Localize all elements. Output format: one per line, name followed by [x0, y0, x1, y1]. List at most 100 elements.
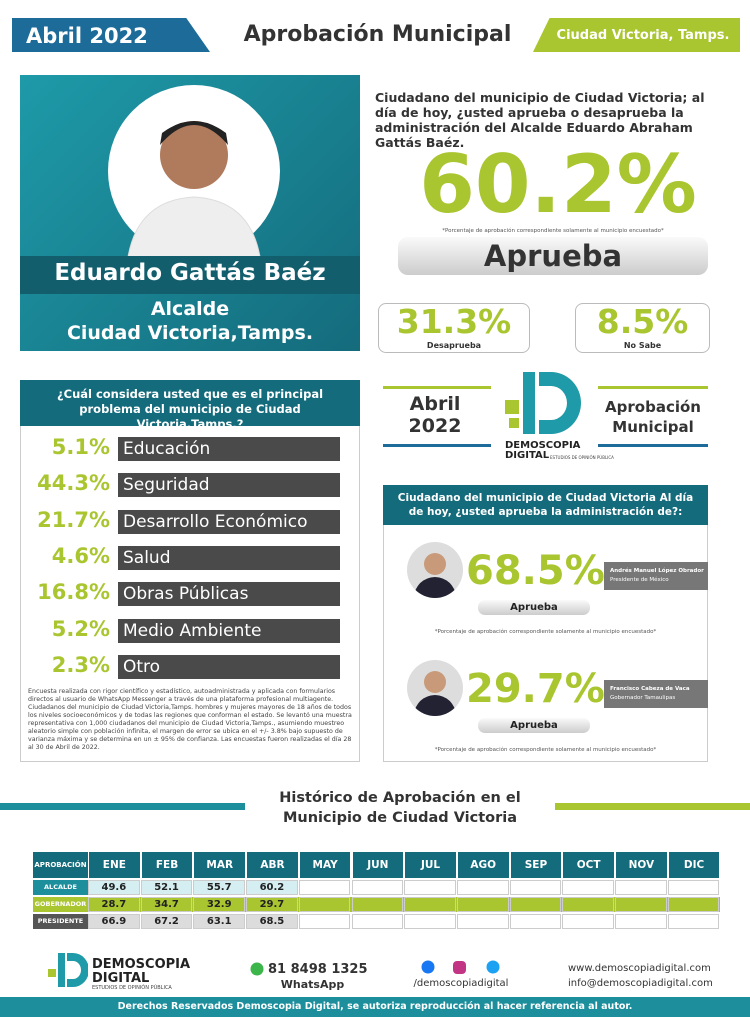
footer-brand: DEMOSCOPIA — [92, 957, 191, 972]
profile-photo — [108, 85, 280, 258]
approve-label: Aprueba — [398, 237, 708, 275]
profile-role: Alcalde — [150, 298, 230, 320]
table-cell — [667, 897, 720, 912]
table-cell: 66.9 — [88, 914, 140, 929]
table-cell — [404, 880, 456, 895]
disapprove-label: Desaprueba — [426, 341, 482, 350]
person-role: Presidente de México — [610, 577, 669, 583]
table-cell — [298, 880, 351, 895]
badge-brand-sub: ESTUDIOS DE OPINIÓN PÚBLICA — [550, 455, 614, 460]
problem-bar: Seguridad — [118, 473, 340, 498]
whatsapp-icon — [250, 962, 264, 976]
badge-line — [598, 444, 708, 447]
person-value: 68.5% — [466, 548, 605, 594]
person-role: Gobernador Tamaulipas — [610, 695, 676, 701]
table-cell — [404, 897, 456, 912]
table-cell: 34.7 — [140, 897, 193, 912]
problem-value: 21.7% — [37, 507, 110, 532]
header-location-band — [533, 18, 740, 52]
badge-date: Abril 2022 — [408, 393, 462, 437]
unknown-label: No Sabe — [623, 341, 662, 350]
problem-bar: Salud — [118, 545, 340, 570]
unknown-box — [575, 303, 710, 353]
profile-name-band — [20, 256, 360, 294]
table-cell — [562, 880, 614, 895]
person-photo — [407, 542, 463, 598]
table-cell — [456, 914, 509, 929]
badge-line — [383, 386, 491, 389]
header-date: Abril 2022 — [26, 24, 148, 48]
table-cell: 28.7 — [88, 897, 140, 912]
table-cell — [351, 897, 404, 912]
table-row-label: ALCALDE — [33, 880, 88, 895]
main-question: Ciudadano del municipio de Ciudad Victor… — [375, 90, 705, 150]
table-cell — [667, 880, 720, 895]
approve-value: 60.2% — [419, 138, 697, 231]
table-month: SEP 2022 — [509, 852, 562, 897]
badge-line — [383, 444, 491, 447]
table-month: ENE 2022 — [88, 852, 140, 897]
table-cell — [509, 880, 562, 895]
table-cell — [562, 914, 614, 929]
person-tag — [604, 680, 708, 708]
history-line — [0, 803, 245, 810]
badge-title: Aprobación Municipal — [605, 398, 701, 436]
history-line — [555, 803, 750, 810]
history-title: Histórico de Aprobación en el Municipio … — [279, 790, 521, 826]
table-cell — [509, 914, 562, 929]
problem-value: 5.2% — [51, 616, 110, 641]
methodology: Encuesta realizada con rigor científico … — [28, 688, 352, 751]
table-month: DIC 2022 — [667, 852, 720, 897]
person-tag — [604, 562, 708, 590]
footer-website: www.demoscopiadigital.com — [568, 963, 711, 974]
table-cell — [562, 897, 614, 912]
table-month: NOV 2022 — [615, 852, 667, 897]
table-cell: 52.1 — [140, 880, 193, 895]
table-cell — [351, 880, 404, 895]
table-cell — [298, 897, 351, 912]
table-cell — [456, 880, 509, 895]
badge-brand: DEMOSCOPIA — [505, 440, 581, 451]
profile-place: Ciudad Victoria,Tamps. — [66, 322, 314, 344]
table-cell — [509, 897, 562, 912]
table-month: JUL 2022 — [404, 852, 456, 897]
table-cell — [615, 914, 667, 929]
problem-bar: Otro — [118, 654, 340, 679]
table-cell: 67.2 — [140, 914, 193, 929]
disapprove-value: 31.3% — [396, 302, 512, 341]
disapprove-box — [378, 303, 530, 353]
table-cell: 55.7 — [193, 880, 246, 895]
table-cell — [404, 914, 456, 929]
footer-brand-sub: ESTUDIOS DE OPINIÓN PÚBLICA — [92, 985, 172, 991]
badge-brand2: DIGITAL — [505, 450, 550, 461]
table-month: AGO 2022 — [456, 852, 509, 897]
problem-bar: Obras Públicas — [118, 582, 340, 607]
table-month: ABR 2022 — [246, 852, 298, 897]
table-month: MAY 2022 — [298, 852, 351, 897]
table-cell — [615, 897, 667, 912]
problem-value: 5.1% — [51, 435, 110, 459]
footer-whatsapp: WhatsApp — [280, 978, 345, 991]
table-cell: 68.5 — [246, 914, 298, 929]
footer-rights: Derechos Reservados Demoscopia Digital, … — [0, 997, 750, 1017]
problem-bar: Desarrollo Económico — [118, 509, 340, 534]
problems-question: ¿Cuál considera usted que es el principa… — [20, 380, 360, 431]
table-cell — [351, 914, 404, 929]
table-cell: 60.2 — [246, 880, 298, 895]
table-month: MAR 2022 — [193, 852, 246, 897]
footer-phone: 81 8498 1325 — [268, 962, 368, 977]
approve-note: *Porcentaje de aprobación correspondient… — [442, 228, 664, 234]
header-location: Ciudad Victoria, Tamps. — [556, 28, 730, 43]
person-name: Andrés Manuel López Obrador — [610, 568, 704, 574]
table-cell — [667, 914, 720, 929]
person-photo — [407, 660, 463, 716]
header-date-band — [12, 18, 210, 52]
table-cell — [298, 914, 351, 929]
table-row-label: PRESIDENTE — [33, 914, 88, 929]
person-label: Aprueba — [478, 718, 590, 733]
table-cell: 32.9 — [193, 897, 246, 912]
footer-brand2: DIGITAL — [92, 971, 150, 986]
problem-bar: Medio Ambiente — [118, 618, 340, 643]
problem-value: 16.8% — [37, 580, 110, 605]
